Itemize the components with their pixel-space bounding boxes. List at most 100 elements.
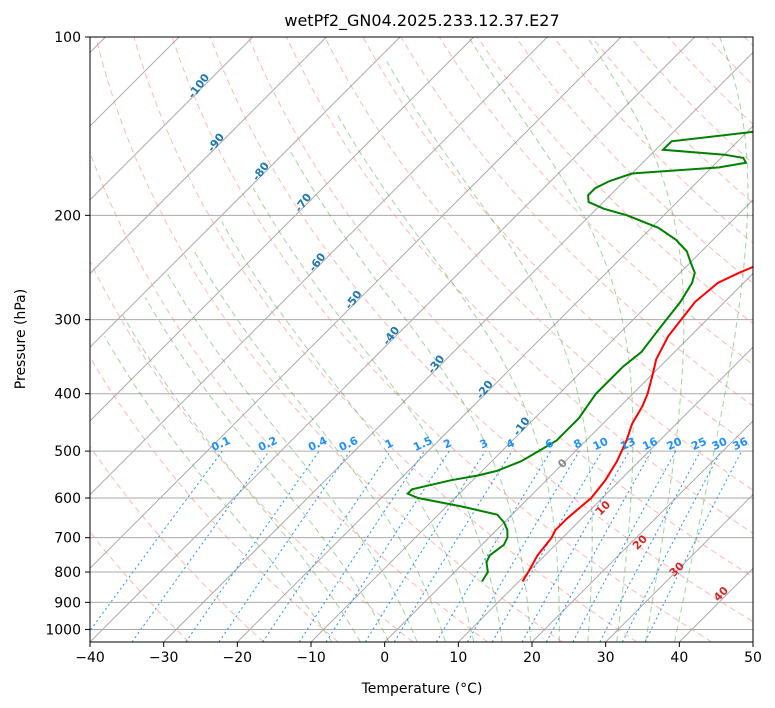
isotherm-line (236, 125, 753, 642)
mixing-ratio-line (325, 450, 450, 642)
mixing-ratio-line (393, 450, 513, 642)
dry-adiabat (247, 37, 753, 578)
moist-adiabat (144, 297, 390, 642)
y-tick-label: 600 (54, 491, 81, 507)
mixing-ratio-label: 10 (591, 435, 611, 453)
mixing-ratio-label: 2 (441, 436, 453, 451)
y-tick-label: 100 (54, 30, 81, 46)
isotherm-line (90, 37, 622, 570)
isotherm-line (90, 37, 254, 201)
y-tick-label: 1000 (45, 622, 81, 638)
mixing-ratio-line (599, 450, 701, 642)
dry-adiabat (90, 445, 264, 642)
x-axis-label: Temperature (°C) (361, 681, 483, 697)
mixing-ratio-line (545, 450, 652, 642)
plot-frame (89, 36, 754, 643)
mixing-ratio-label: 4 (504, 436, 517, 451)
theta-e-label: 30 (667, 559, 687, 579)
moist-adiabat (468, 37, 634, 642)
mixing-ratio-line (572, 450, 677, 642)
x-tick-label: 30 (597, 650, 615, 666)
temperature-line (521, 265, 753, 583)
dry-adiabat (667, 37, 753, 126)
isotherm-line (531, 420, 753, 642)
x-tick-label: −40 (75, 650, 105, 666)
profiles (405, 130, 753, 583)
moist-adiabat (221, 221, 475, 642)
moist-adiabat (336, 113, 560, 642)
x-tick-label: −10 (296, 650, 326, 666)
mixing-ratio-label: 6 (543, 436, 556, 451)
isotherm-line (90, 37, 401, 348)
dry-adiabat (744, 37, 753, 47)
mixing-ratio-label: 13 (618, 435, 637, 453)
isotherm-label: -20 (473, 378, 496, 402)
mixing-ratio-line (262, 450, 392, 642)
isotherm-line (90, 37, 475, 422)
moist-adiabat (166, 272, 418, 642)
isotherm-label: -90 (205, 130, 228, 154)
mixing-ratio-line (521, 450, 630, 642)
mixing-ratio-label: 30 (710, 435, 730, 453)
y-tick-label: 300 (54, 313, 81, 329)
dry-adiabat (133, 37, 638, 642)
mixing-ratio-line (364, 450, 486, 642)
y-tick-label: 400 (54, 387, 81, 403)
mixing-ratio-line (298, 450, 425, 642)
dry-adiabat (553, 37, 753, 244)
dry-adiabat (476, 37, 753, 325)
moist-adiabat (289, 149, 532, 642)
moist-adiabat (104, 336, 333, 642)
dry-adiabat (90, 150, 488, 642)
y-tick-label: 700 (54, 531, 81, 547)
x-tick-label: −20 (223, 650, 253, 666)
theta-e-label: 10 (593, 498, 613, 518)
isotherm-line (90, 37, 696, 642)
dry-adiabat (171, 37, 712, 642)
axes: −40 −30 −20 −10 0 10 20 30 40 50 100 200 300 400 500 60… (45, 30, 762, 666)
y-axis-label: Pressure (hPa) (13, 289, 29, 389)
moist-adiabat (122, 315, 361, 642)
x-tick-label: 20 (523, 650, 541, 666)
isotherm-label: -40 (380, 324, 403, 348)
mixing-ratio-line (644, 450, 743, 642)
dry-adiabat (515, 37, 753, 284)
isotherm-line (605, 493, 753, 642)
isotherm-label: -70 (292, 191, 315, 215)
moist-adiabat (193, 251, 446, 642)
mixing-ratio-label: 16 (640, 435, 660, 453)
theta-e-label: 40 (711, 584, 731, 604)
dry-adiabat (705, 37, 753, 86)
mixing-ratio-label: 25 (689, 435, 708, 453)
mixing-ratio-line (621, 450, 722, 642)
y-tick-label: 500 (54, 444, 81, 460)
y-tick-label: 800 (54, 565, 81, 581)
isotherm-line (457, 346, 753, 642)
isotherm-line (384, 272, 753, 642)
y-tick-label: 900 (54, 595, 81, 611)
chart-title: wetPf2_GN04.2025.233.12.37.E27 (284, 11, 559, 31)
mixing-ratio-line (467, 450, 580, 642)
y-tick-label: 200 (54, 208, 81, 224)
x-tick-label: 0 (380, 650, 389, 666)
isotherm-label: -80 (250, 159, 273, 183)
moist-adiabat (386, 61, 593, 642)
isotherm-line (90, 37, 548, 496)
dry-adiabat (90, 356, 339, 642)
dry-adiabat (209, 37, 753, 623)
isotherm-label: -30 (425, 352, 448, 376)
x-tick-label: 10 (449, 650, 467, 666)
mixing-ratio-label: 36 (731, 435, 751, 453)
isotherm-label: -50 (342, 288, 365, 312)
mixing-ratio-line (491, 450, 603, 642)
mixing-ratio-line (131, 450, 270, 642)
x-tick-label: 50 (744, 650, 762, 666)
mixing-ratio-line (435, 450, 552, 642)
dry-adiabat (286, 37, 753, 534)
mixing-ratio-label: 3 (478, 436, 490, 451)
theta-e-label: 20 (630, 532, 650, 552)
isotherm-line (752, 641, 753, 642)
x-tick-label: 40 (670, 650, 688, 666)
isotherm-line (163, 51, 753, 642)
